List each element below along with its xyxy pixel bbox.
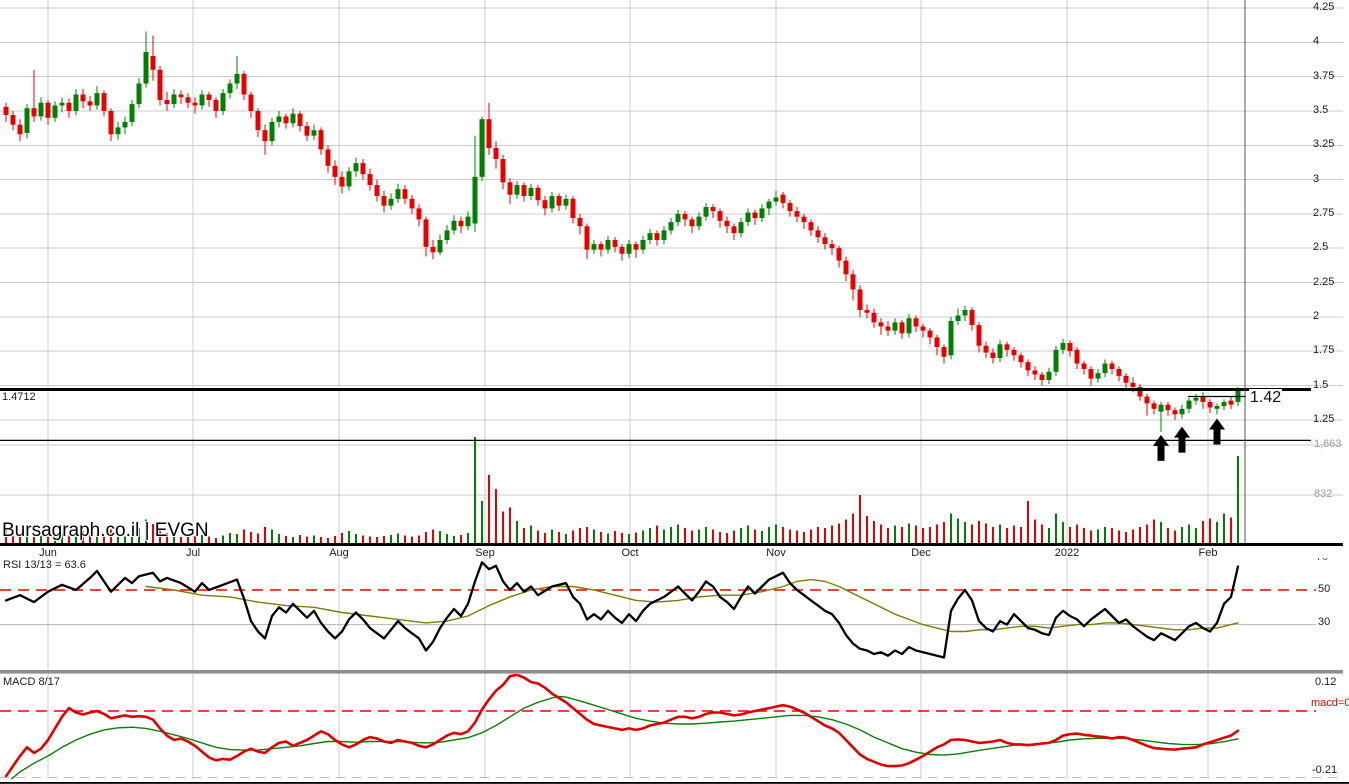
macd-indicator-label: MACD 8/17 xyxy=(3,676,60,688)
time-axis-label: Dec xyxy=(911,547,931,559)
rsi-level-50-label: 50 xyxy=(1318,583,1331,595)
price-axis-label: 2 xyxy=(1313,309,1320,322)
price-axis-label: 2.25 xyxy=(1313,275,1335,288)
time-axis-label: 2022 xyxy=(1054,547,1080,559)
time-axis-label: Sep xyxy=(475,547,495,559)
price-axis-label: 3 xyxy=(1313,172,1320,185)
rsi-level-70-clipped: 70 xyxy=(1316,558,1342,569)
rsi-level-30-label: 30 xyxy=(1318,616,1331,628)
price-axis-label: 3.75 xyxy=(1313,69,1335,82)
time-axis-label: Aug xyxy=(329,547,349,559)
macd-zero-label: macd=0 xyxy=(1311,697,1349,709)
macd-max-label: 0.12 xyxy=(1315,676,1337,688)
macd-min-label: -0.21 xyxy=(1312,764,1338,776)
last-price-label: 1.42 xyxy=(1249,389,1283,407)
time-axis-label: Oct xyxy=(621,547,639,559)
time-axis-label: Feb xyxy=(1198,547,1218,559)
rsi-indicator-label: RSI 13/13 = 63.6 xyxy=(3,559,86,571)
price-axis-label: 2.75 xyxy=(1313,206,1335,219)
price-axis-label: 1.25 xyxy=(1313,412,1335,425)
up-arrow-marker xyxy=(1174,426,1190,453)
up-arrow-marker xyxy=(1153,434,1169,461)
time-axis-label: Nov xyxy=(766,547,786,559)
time-axis-label: Jun xyxy=(39,547,57,559)
volume-axis-label: 1,663 xyxy=(1314,437,1342,450)
time-axis-label: Jul xyxy=(185,547,201,559)
price-axis-label: 3.5 xyxy=(1313,103,1329,116)
up-arrow-marker xyxy=(1209,418,1225,445)
price-axis-label: 4.25 xyxy=(1313,1,1335,13)
price-axis-label: 1.75 xyxy=(1313,344,1335,357)
resistance-price-label: 1.4712 xyxy=(2,391,36,403)
volume-bars xyxy=(5,437,1239,544)
price-axis-label: 1.5 xyxy=(1313,378,1329,391)
candles xyxy=(3,31,1241,433)
watermark-brand-symbol: Bursagraph.co.il | EVGN xyxy=(2,520,209,541)
price-axis-label: 3.25 xyxy=(1313,138,1335,151)
rsi-level-70-label: 70 xyxy=(1316,558,1342,563)
price-axis-label: 2.5 xyxy=(1313,241,1329,254)
price-axis-label: 4 xyxy=(1313,35,1320,48)
volume-axis-label: 832 xyxy=(1314,487,1333,500)
